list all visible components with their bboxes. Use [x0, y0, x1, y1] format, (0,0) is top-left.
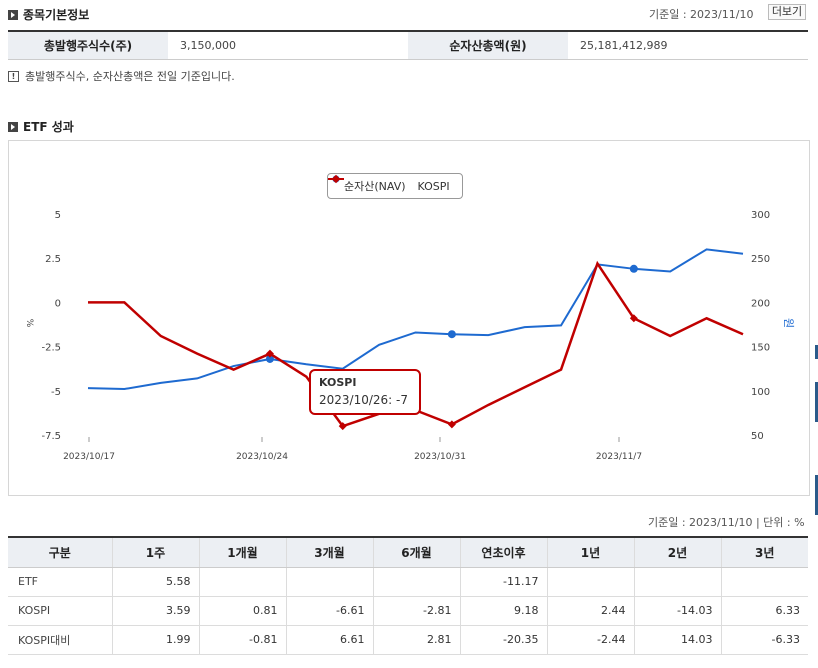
right-axis-tick: 150: [751, 343, 770, 354]
perf-header-cell: 1개월: [198, 537, 286, 568]
tooltip-value: 2023/10/26: -7: [319, 393, 408, 407]
perf-cell: -6.61: [285, 596, 373, 626]
legend-item-nav[interactable]: 순자산(NAV): [328, 175, 406, 194]
perf-table-row: ETF 5.58 -11.17: [8, 567, 808, 597]
perf-row-label: ETF: [8, 567, 112, 597]
perf-cell: -2.44: [546, 625, 634, 655]
x-axis-tick: 2023/11/7: [596, 452, 642, 462]
basic-info-heading: 종목기본정보: [8, 6, 89, 23]
perf-cell: 1.99: [111, 625, 199, 655]
x-axis-tick: 2023/10/17: [63, 452, 115, 462]
right-axis-label: 원: [782, 318, 795, 328]
section-bullet-icon: [8, 121, 18, 132]
right-axis-tick: 200: [751, 298, 770, 309]
etf-chart: 5 2.5 0 -2.5 -5 -7.5 300 250 200 150 100 50% 원 2023/1…: [8, 140, 810, 496]
perf-table-row: KOSPI대비 1.99 -0.81 6.61 2.81 -20.35 -2.44 14.03…: [8, 625, 808, 655]
notice-icon: !: [8, 70, 19, 82]
perf-header-cell: 구분: [8, 537, 112, 568]
perf-cell: 14.03: [633, 625, 721, 655]
perf-cell: 3.59: [111, 596, 199, 626]
more-button[interactable]: 더보기: [768, 4, 806, 20]
kospi-point: [265, 349, 274, 358]
perf-cell: [285, 567, 373, 597]
basic-note: ! 총발행주식수, 순자산총액은 전일 기준입니다.: [8, 68, 235, 84]
perf-cell: [546, 567, 634, 597]
perf-header-cell: 연초이후: [459, 537, 547, 568]
scroll-indicator[interactable]: [815, 475, 818, 515]
etf-perf-title: ETF 성과: [23, 120, 74, 134]
basic-info-title: 종목기본정보: [23, 8, 90, 22]
perf-header-cell: 2년: [633, 537, 721, 568]
nav-point: [447, 330, 456, 339]
etf-perf-heading: ETF 성과: [8, 118, 74, 135]
shares-label: 총발행주식수(주): [8, 31, 168, 59]
left-axis-tick: 0: [55, 298, 61, 309]
basic-note-text: 총발행주식수, 순자산총액은 전일 기준입니다.: [25, 70, 235, 83]
right-axis-tick: 250: [751, 254, 770, 265]
kospi-point: [338, 422, 347, 431]
left-axis-tick: -7.5: [41, 431, 61, 442]
perf-header-cell: 3개월: [285, 537, 373, 568]
x-axis-tick: 2023/10/31: [414, 452, 466, 462]
perf-cell: -0.81: [198, 625, 286, 655]
perf-cell: 2.81: [372, 625, 460, 655]
perf-base-unit: 기준일 : 2023/11/10 | 단위 : %: [648, 516, 805, 529]
left-axis-tick: 2.5: [45, 254, 61, 265]
basic-base-date: 기준일 : 2023/11/10: [649, 8, 754, 21]
perf-cell: -11.17: [459, 567, 547, 597]
scroll-indicator[interactable]: [815, 382, 818, 422]
legend-kospi-label: KOSPI: [417, 179, 450, 193]
section-bullet-icon: [8, 9, 18, 20]
nav-point: [265, 354, 274, 363]
left-axis-tick: -2.5: [41, 343, 61, 354]
perf-header-cell: 1주: [111, 537, 199, 568]
tooltip-title: KOSPI: [319, 376, 357, 389]
right-axis-tick: 300: [751, 210, 770, 221]
basic-info-table: 총발행주식수(주) 3,150,000 순자산총액(원) 25,181,412,…: [8, 30, 808, 60]
nav-point: [629, 264, 638, 273]
kospi-point: [629, 314, 638, 323]
perf-row-label: KOSPI: [8, 596, 112, 626]
left-axis-tick: 5: [55, 210, 61, 221]
perf-header-cell: 1년: [546, 537, 634, 568]
legend-kospi-marker-icon: [328, 174, 344, 184]
legend-nav-label: 순자산(NAV): [344, 180, 406, 193]
perf-header-cell: 3년: [720, 537, 808, 568]
perf-cell: -20.35: [459, 625, 547, 655]
perf-cell: 0.81: [198, 596, 286, 626]
perf-cell: 5.58: [111, 567, 199, 597]
perf-header-cell: 6개월: [372, 537, 460, 568]
perf-cell: [720, 567, 808, 597]
perf-table-row: KOSPI 3.59 0.81 -6.61 -2.81 9.18 2.44 -14.03 6.3…: [8, 596, 808, 626]
perf-cell: 6.33: [720, 596, 808, 626]
kospi-point: [447, 420, 456, 429]
left-axis-label: %: [24, 319, 34, 328]
perf-cell: 2.44: [546, 596, 634, 626]
legend-item-kospi[interactable]: KOSPI: [328, 174, 450, 193]
left-axis-tick: -5: [51, 387, 61, 398]
right-axis-tick: 100: [751, 387, 770, 398]
perf-cell: [633, 567, 721, 597]
perf-cell: 6.61: [285, 625, 373, 655]
chart-legend: 순자산(NAV) KOSPI: [327, 173, 463, 199]
x-axis-tick: 2023/10/24: [236, 452, 288, 462]
nav-label: 순자산총액(원): [408, 31, 568, 59]
chart-tooltip: KOSPI 2023/10/26: -7: [309, 369, 421, 415]
perf-cell: -14.03: [633, 596, 721, 626]
right-axis-tick: 50: [751, 431, 764, 442]
perf-cell: [198, 567, 286, 597]
perf-cell: 9.18: [459, 596, 547, 626]
perf-cell: -2.81: [372, 596, 460, 626]
nav-value: 25,181,412,989: [580, 38, 668, 52]
perf-cell: -6.33: [720, 625, 808, 655]
shares-value: 3,150,000: [180, 38, 236, 52]
performance-table: 구분 1주 1개월 3개월 6개월 연초이후 1년 2년 3년 ETF 5.58 -11.17 KOS…: [8, 536, 808, 655]
scroll-indicator[interactable]: [815, 345, 818, 359]
perf-row-label: KOSPI대비: [8, 625, 112, 655]
perf-cell: [372, 567, 460, 597]
